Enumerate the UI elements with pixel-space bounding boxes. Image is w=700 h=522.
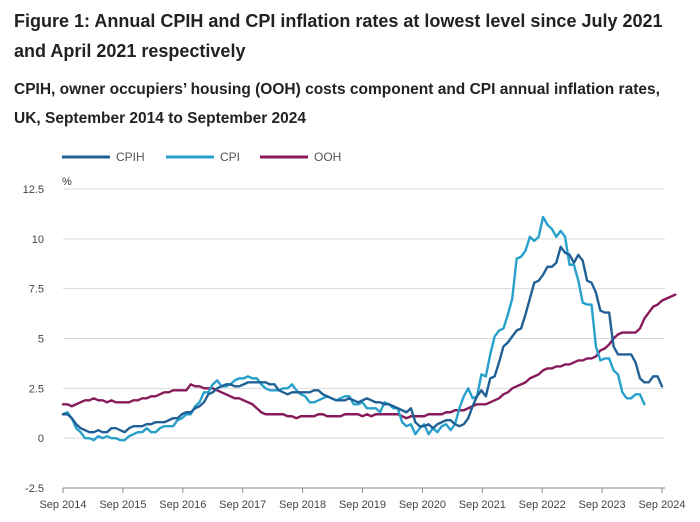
x-axis: Sep 2014 Sep 2015 Sep 2016 Sep 2017 Sep 2018… bbox=[39, 487, 686, 511]
legend-label-cpi: CPI bbox=[220, 150, 240, 164]
y-axis-label: % bbox=[62, 176, 72, 188]
x-tick-label: Sep 2015 bbox=[99, 499, 146, 511]
y-tick-label: 7.5 bbox=[29, 284, 44, 296]
figure-title: Figure 1: Annual CPIH and CPI inflation … bbox=[14, 11, 663, 61]
x-tick-label: Sep 2023 bbox=[579, 499, 626, 511]
y-axis-ticks: -2.5 0 2.5 5 7.5 10 12.5 bbox=[23, 184, 44, 495]
x-tick-label: Sep 2018 bbox=[279, 499, 326, 511]
gridlines bbox=[63, 188, 665, 439]
x-tick-label: Sep 2024 bbox=[638, 499, 685, 511]
legend-label-ooh: OOH bbox=[314, 150, 341, 164]
series-line-cpih bbox=[61, 245, 664, 434]
y-tick-label: 10 bbox=[32, 234, 44, 246]
series-line-ooh bbox=[61, 293, 677, 420]
y-tick-label: -2.5 bbox=[25, 483, 44, 495]
x-tick-label: Sep 2022 bbox=[519, 499, 566, 511]
y-tick-label: 0 bbox=[38, 433, 44, 445]
x-tick-label: Sep 2020 bbox=[399, 499, 446, 511]
y-tick-label: 2.5 bbox=[29, 383, 44, 395]
x-tick-label: Sep 2019 bbox=[339, 499, 386, 511]
series-line-cpi bbox=[61, 215, 646, 442]
legend-label-cpih: CPIH bbox=[116, 150, 145, 164]
y-tick-label: 5 bbox=[38, 334, 44, 346]
x-tick-label: Sep 2017 bbox=[219, 499, 266, 511]
x-tick-label: Sep 2016 bbox=[159, 499, 206, 511]
x-tick-label: Sep 2021 bbox=[459, 499, 506, 511]
series-lines bbox=[61, 215, 677, 442]
y-tick-label: 12.5 bbox=[23, 184, 44, 196]
x-tick-label: Sep 2014 bbox=[39, 499, 86, 511]
chart-legend: CPIH CPI OOH bbox=[62, 150, 341, 164]
figure-subtitle: CPIH, owner occupiers’ housing (OOH) cos… bbox=[14, 81, 660, 127]
